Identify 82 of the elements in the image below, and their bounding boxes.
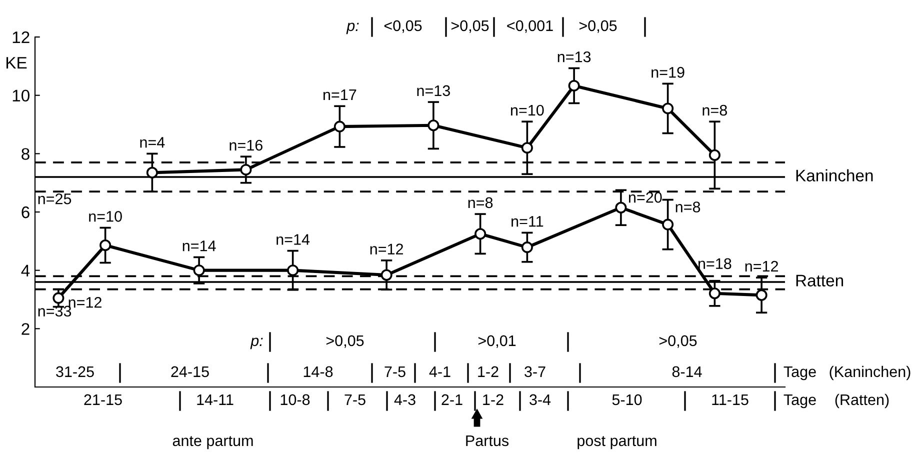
text: Partus (466, 435, 509, 446)
text: <0,05 (384, 20, 422, 33)
annotation: n=16 (230, 140, 262, 151)
point (662, 218, 674, 230)
y-tick-label: 12 (12, 31, 30, 44)
annotation: 1-2 (478, 366, 498, 377)
point (521, 242, 533, 254)
y-tick-label: 2 (22, 323, 30, 335)
annotation: n=10 (510, 104, 544, 116)
annotation: 14-8 (304, 366, 333, 378)
text: 1-2 (483, 394, 504, 405)
annotation: Tage (784, 366, 816, 380)
annotation: n=12 (68, 296, 102, 308)
point (756, 289, 768, 301)
y-axis-title: KE (6, 57, 27, 69)
point (287, 264, 299, 276)
text: 7-5 (344, 394, 366, 406)
text: >0,05 (451, 20, 489, 33)
text: 14-11 (197, 394, 234, 405)
annotation: n=12 (370, 244, 403, 254)
text: 10-8 (280, 394, 310, 406)
annotation: n=13 (558, 51, 591, 62)
annotation: 31-25 (56, 366, 94, 378)
point (240, 164, 252, 176)
text: (Ratten) (835, 394, 889, 408)
annotation: n=20 (628, 192, 662, 203)
text: 11-15 (712, 394, 748, 406)
annotation: n=19 (652, 66, 684, 78)
y-tick-label: 10 (12, 90, 30, 102)
point (52, 292, 64, 304)
y-tick-label: 8 (22, 148, 30, 160)
annotation: >0,05 (659, 335, 697, 348)
point (380, 269, 392, 281)
annotation: n=8 (468, 197, 493, 208)
point (708, 149, 720, 161)
point (615, 202, 627, 214)
annotation: n=13 (417, 85, 450, 96)
annotation: n=12 (745, 260, 778, 272)
point (334, 120, 346, 132)
point (521, 142, 533, 154)
annotation: p: (250, 338, 263, 350)
text: ante partum (172, 436, 253, 450)
annotation: 24-15 (171, 366, 209, 378)
annotation: 3-7 (524, 366, 546, 378)
text: (Kaninchen) (830, 366, 910, 380)
annotation: n=25 (38, 193, 72, 204)
point (146, 166, 158, 178)
annotation: >0,01 (478, 335, 516, 348)
annotation: n=10 (89, 210, 122, 222)
annotation: n=8 (702, 104, 727, 116)
annotation: 7-5 (384, 366, 406, 378)
annotation: n=14 (182, 240, 216, 252)
point (428, 120, 440, 132)
text: 2-1 (442, 394, 462, 405)
text: 5-10 (612, 394, 642, 406)
text: Tage (784, 394, 816, 408)
point (568, 80, 580, 92)
y-tick-label: 4 (21, 264, 30, 276)
y-tick-label: 6 (22, 206, 30, 218)
annotation: n=17 (323, 90, 356, 100)
annotation: 8-14 (672, 366, 702, 378)
text: 4-3 (394, 394, 416, 406)
point (193, 264, 205, 276)
text: p: (346, 22, 359, 34)
annotation: n=18 (698, 258, 732, 270)
series-label: Ratten (796, 274, 844, 286)
text: 3-4 (530, 394, 551, 406)
text: >0,05 (579, 20, 617, 33)
point (708, 288, 720, 300)
annotation: n=4 (140, 137, 165, 148)
text: 21-15 (84, 394, 122, 406)
point (662, 102, 674, 114)
point (474, 228, 486, 240)
annotation: >0,05 (326, 335, 364, 348)
annotation: n=8 (676, 202, 700, 212)
text: post partum (578, 436, 656, 450)
annotation: 4-1 (429, 366, 450, 377)
text: <0,001 (507, 20, 553, 33)
point (100, 239, 112, 252)
annotation: n=14 (276, 234, 310, 245)
annotation: n=11 (512, 216, 544, 227)
text: Kaninchen (796, 169, 873, 182)
